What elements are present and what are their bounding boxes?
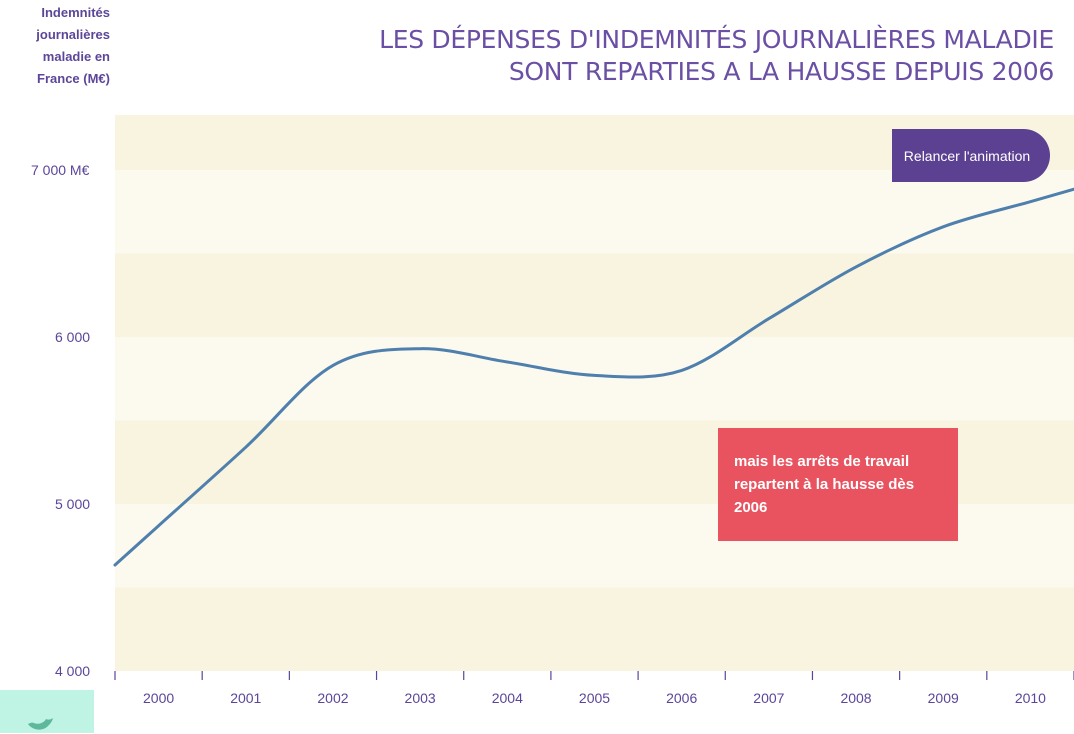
x-tick-label: 2010: [1015, 690, 1046, 706]
x-tick-label: 2008: [840, 690, 871, 706]
bird-icon: [28, 718, 53, 730]
chart-title-line-2: SONT REPARTIES A LA HAUSSE DEPUIS 2006: [508, 57, 1054, 86]
series-line: [113, 187, 1074, 567]
background-band: [115, 253, 1074, 337]
x-tick-label: 2009: [928, 690, 959, 706]
annotation-box: mais les arrêts de travail repartent à l…: [718, 428, 958, 541]
chart-title: LES DÉPENSES D'INDEMNITÉS JOURNALIÈRES M…: [334, 24, 1054, 88]
corner-widget[interactable]: [0, 690, 94, 733]
background-band: [115, 587, 1074, 671]
background-band: [115, 337, 1074, 421]
y-tick-label: 7 000 M€: [31, 162, 90, 178]
x-tick-label: 2007: [753, 690, 784, 706]
x-tick-label: 2003: [405, 690, 436, 706]
y-axis-label: Indemnités journalières maladie en Franc…: [36, 5, 110, 86]
y-tick-label: 4 000: [55, 663, 90, 679]
background-band: [115, 170, 1074, 254]
y-tick-label: 5 000: [55, 496, 90, 512]
x-tick-label: 2001: [230, 690, 261, 706]
annotation-text: mais les arrêts de travail repartent à l…: [734, 453, 915, 516]
x-tick-label: 2005: [579, 690, 610, 706]
x-tick-label: 2006: [666, 690, 697, 706]
x-tick-label: 2004: [492, 690, 523, 706]
replay-animation-button[interactable]: Relancer l'animation: [892, 129, 1050, 182]
chart-title-line-1: LES DÉPENSES D'INDEMNITÉS JOURNALIÈRES M…: [379, 25, 1054, 54]
x-tick-label: 2002: [317, 690, 348, 706]
y-tick-label: 6 000: [55, 329, 90, 345]
x-tick-label: 2000: [143, 690, 174, 706]
